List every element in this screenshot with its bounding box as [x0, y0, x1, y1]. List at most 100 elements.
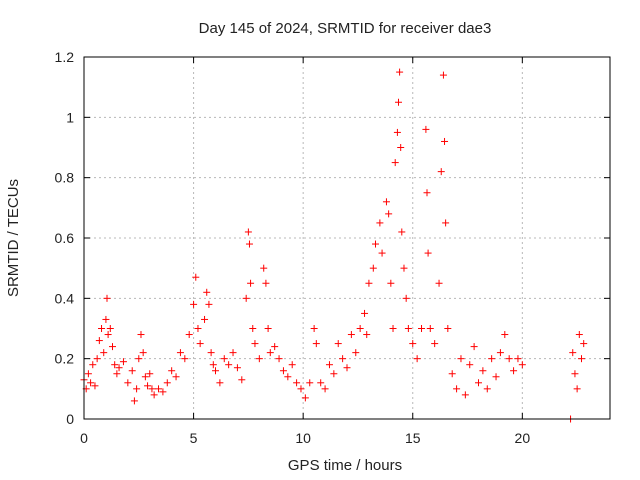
data-point	[312, 340, 320, 348]
data-point	[293, 379, 301, 387]
data-point	[317, 379, 325, 387]
data-point	[194, 325, 202, 332]
data-point	[192, 273, 200, 281]
data-points-layer	[80, 68, 588, 423]
data-point	[111, 361, 119, 369]
data-point	[378, 249, 386, 257]
data-point	[396, 68, 404, 76]
data-point	[376, 219, 384, 227]
y-tick-label: 0.4	[55, 290, 75, 306]
data-point	[93, 355, 101, 363]
data-point	[146, 370, 154, 378]
data-point	[106, 325, 114, 332]
data-point	[578, 355, 586, 363]
data-point	[361, 309, 369, 317]
data-point	[242, 294, 250, 302]
data-point	[233, 364, 241, 372]
data-point	[505, 355, 513, 363]
data-point	[249, 325, 257, 332]
data-point	[573, 385, 581, 393]
data-point	[444, 325, 452, 332]
data-point	[325, 361, 333, 369]
data-point	[575, 331, 583, 339]
data-point	[260, 264, 268, 272]
data-point	[172, 373, 180, 381]
data-point	[181, 355, 189, 363]
data-point	[124, 379, 132, 387]
data-point	[470, 343, 478, 351]
data-point	[205, 300, 213, 308]
data-point	[453, 385, 461, 393]
data-point	[442, 219, 450, 227]
data-point	[310, 325, 318, 332]
data-point	[262, 279, 270, 287]
data-point	[371, 240, 379, 248]
data-point	[150, 391, 158, 399]
x-axis-label: GPS time / hours	[288, 457, 402, 474]
data-point	[501, 331, 509, 339]
data-point	[196, 340, 204, 348]
data-point	[279, 367, 287, 375]
data-point	[119, 358, 127, 366]
data-point	[103, 294, 111, 302]
data-point	[148, 385, 156, 393]
data-point	[216, 379, 224, 387]
data-point	[435, 279, 443, 287]
data-point	[330, 370, 338, 378]
y-tick-label: 0.6	[55, 230, 75, 246]
data-point	[245, 240, 253, 248]
data-point	[395, 98, 403, 106]
data-point	[426, 325, 434, 332]
data-point	[422, 125, 430, 133]
data-point	[251, 340, 259, 348]
data-point	[271, 343, 279, 351]
data-point	[569, 349, 577, 357]
data-point	[393, 128, 401, 136]
data-point	[439, 71, 447, 79]
data-point	[352, 349, 360, 357]
x-tick-label: 5	[190, 430, 198, 446]
data-point	[238, 376, 246, 384]
data-point	[301, 394, 309, 402]
data-point	[155, 385, 163, 393]
data-point	[91, 382, 99, 390]
y-tick-label: 1.2	[55, 49, 75, 65]
data-point	[402, 294, 410, 302]
data-point	[229, 349, 237, 357]
data-point	[137, 331, 145, 339]
data-point	[339, 355, 347, 363]
data-point	[104, 331, 112, 339]
data-point	[284, 373, 292, 381]
data-point	[356, 325, 364, 332]
data-point	[424, 249, 432, 257]
data-point	[398, 228, 406, 236]
data-point	[266, 349, 274, 357]
data-point	[255, 355, 263, 363]
data-point	[580, 340, 588, 348]
data-point	[409, 340, 417, 348]
data-point	[297, 385, 305, 393]
data-point	[135, 355, 143, 363]
data-point	[247, 279, 255, 287]
data-point	[571, 370, 579, 378]
data-point	[457, 355, 465, 363]
data-point	[479, 367, 487, 375]
data-point	[87, 379, 95, 387]
data-point	[423, 189, 431, 197]
data-point	[190, 300, 198, 308]
data-point	[207, 349, 215, 357]
data-point	[363, 331, 371, 339]
data-point	[264, 325, 272, 332]
data-point	[98, 325, 106, 332]
data-point	[413, 355, 421, 363]
data-point	[483, 385, 491, 393]
data-point	[185, 331, 193, 339]
data-point	[128, 367, 136, 375]
data-point	[95, 337, 103, 345]
data-point	[176, 349, 184, 357]
data-point	[275, 355, 283, 363]
data-point	[365, 279, 373, 287]
data-point	[385, 210, 393, 218]
data-point	[108, 343, 116, 351]
